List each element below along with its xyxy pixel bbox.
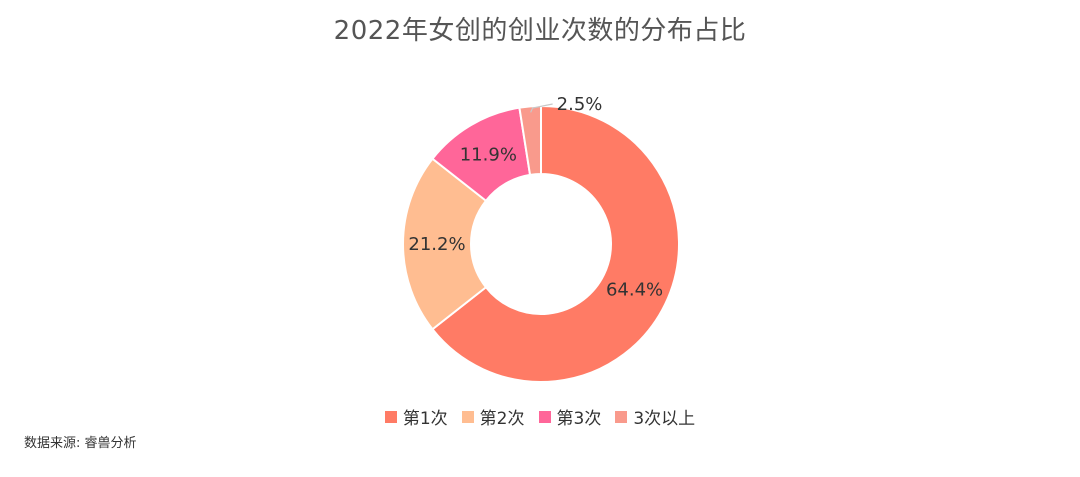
- legend-label-1: 第1次: [402, 409, 448, 429]
- legend-swatch-1: [384, 410, 397, 423]
- legend-swatch-4: [615, 410, 628, 423]
- slice-leader-line-4: [530, 103, 553, 113]
- legend-label-3: 第3次: [556, 409, 602, 429]
- legend-item-3[interactable]: 第3次: [538, 404, 602, 429]
- legend-swatch-3: [538, 410, 551, 423]
- legend-item-1[interactable]: 第1次: [384, 404, 448, 429]
- legend-item-2[interactable]: 第2次: [461, 404, 525, 429]
- legend-item-4[interactable]: 3次以上: [615, 404, 695, 429]
- slice-label-2: 21.2%: [408, 234, 465, 255]
- slice-label-3: 11.9%: [460, 144, 517, 165]
- slice-label-4: 2.5%: [557, 94, 603, 115]
- data-source-note: 数据来源: 睿兽分析: [24, 436, 137, 451]
- donut-slice-2[interactable]: [402, 157, 488, 331]
- chart-title: 2022年女创的创业次数的分布占比: [333, 16, 747, 46]
- chart-legend: 第1次 第2次 第3次 3次以上: [0, 404, 1080, 429]
- donut-slice-4[interactable]: [518, 104, 542, 177]
- legend-label-2: 第2次: [479, 409, 525, 429]
- legend-swatch-2: [461, 410, 474, 423]
- donut-slice-1[interactable]: [431, 104, 680, 383]
- legend-label-4: 3次以上: [633, 409, 696, 429]
- slice-label-1: 64.4%: [606, 279, 663, 300]
